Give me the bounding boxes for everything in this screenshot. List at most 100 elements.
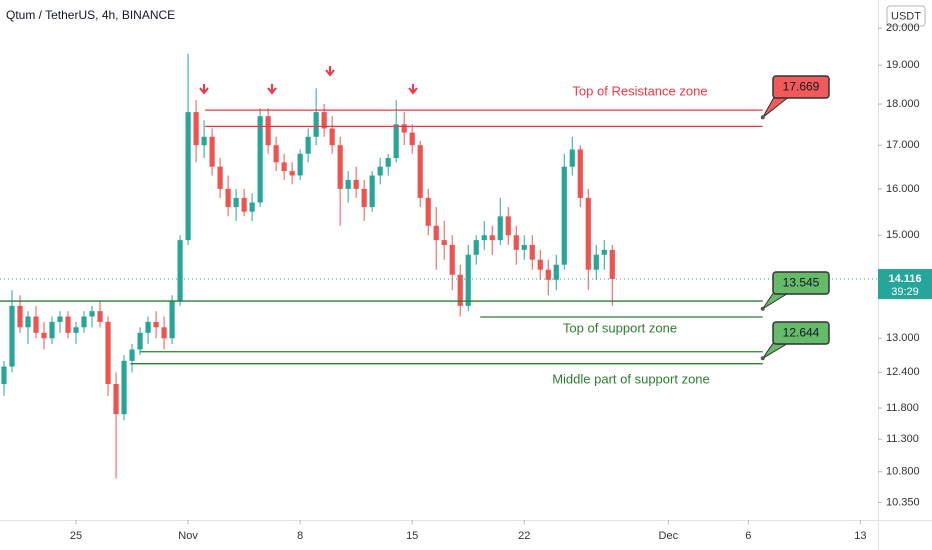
candle-body <box>17 305 23 328</box>
y-tick-label: 20.000 <box>886 22 920 34</box>
arrows <box>199 66 418 95</box>
candle-body <box>457 274 463 306</box>
candle-body <box>505 216 511 236</box>
currency: USDT <box>891 10 921 22</box>
candle-body <box>417 145 423 198</box>
candle-body <box>537 259 543 270</box>
annotation: Top of support zone <box>563 320 677 335</box>
x-tick-label: Dec <box>659 530 679 542</box>
candle-body <box>137 332 143 350</box>
y-tick-label: 13.000 <box>886 332 920 344</box>
candle-body <box>185 112 191 241</box>
y-tick-label: 11.800 <box>886 402 919 414</box>
x-tick-label: 8 <box>297 530 303 542</box>
candle-body <box>473 240 479 255</box>
candle-body <box>89 311 95 317</box>
candle-body <box>153 321 159 328</box>
candle-body <box>113 384 119 415</box>
candle-body <box>377 166 383 176</box>
candle-body <box>105 321 111 385</box>
candle-body <box>265 116 271 146</box>
annotation: Middle part of support zone <box>552 371 710 386</box>
candle-body <box>449 244 455 275</box>
candle-body <box>209 136 215 167</box>
candle-body <box>489 235 495 241</box>
candle-body <box>1 366 7 385</box>
candle-body <box>161 327 167 339</box>
candle-body <box>241 197 247 212</box>
candle-body <box>593 254 599 270</box>
y-tick-label: 16.000 <box>886 183 920 195</box>
candle-body <box>361 188 367 208</box>
candle-body <box>169 300 175 339</box>
x-tick-label: 15 <box>406 530 418 542</box>
candle-body <box>97 311 103 322</box>
candle-body <box>145 321 151 333</box>
annotation: Top of Resistance zone <box>572 83 707 98</box>
callout-box <box>772 321 830 345</box>
candle-body <box>249 202 255 212</box>
candle-body <box>305 136 311 154</box>
candle-body <box>121 360 127 415</box>
y-tick-label: 18.000 <box>886 98 920 110</box>
candle-body <box>289 171 295 176</box>
candle-body <box>353 179 359 189</box>
candle-body <box>321 112 327 129</box>
candle-body <box>273 145 279 163</box>
candle-body <box>441 240 447 245</box>
last-price-label: 14.116 <box>888 273 921 285</box>
candle-body <box>233 197 239 208</box>
candle-body <box>345 179 351 189</box>
candle-body <box>329 128 335 146</box>
y-tick-label: 12.400 <box>886 366 920 378</box>
candle-body <box>409 132 415 146</box>
last-price-box <box>878 269 932 300</box>
candle-body <box>553 264 559 280</box>
candle-body <box>561 166 567 265</box>
callout-dot <box>760 115 765 120</box>
y-tick-label: 17.000 <box>886 139 920 151</box>
candle-body <box>9 305 15 367</box>
y-tick-label: 11.300 <box>886 433 919 445</box>
x-tick-label: 6 <box>745 530 751 542</box>
candle-body <box>481 235 487 241</box>
y-tick-label: 15.000 <box>886 229 920 241</box>
candle-body <box>257 116 263 203</box>
candle-body <box>577 149 583 198</box>
candle-body <box>425 197 431 226</box>
candle-body <box>601 249 607 255</box>
candle-body <box>49 321 55 339</box>
candle-body <box>25 316 31 328</box>
x-tick-label: Nov <box>178 530 198 542</box>
candle-body <box>297 153 303 176</box>
candle-body <box>529 244 535 260</box>
candle-body <box>521 244 527 250</box>
candle-body <box>201 136 207 146</box>
candle-body <box>337 145 343 189</box>
candle-body <box>41 332 47 339</box>
chart-title: Qtum / TetherUS, 4h, BINANCE <box>6 8 175 22</box>
candle-body <box>545 269 551 280</box>
candle-body <box>217 166 223 189</box>
y-tick-label: 10.350 <box>886 496 920 508</box>
candle-body <box>393 124 399 159</box>
candle-body <box>569 149 575 167</box>
x-tick-label: 25 <box>70 530 82 542</box>
candle-body <box>385 158 391 167</box>
callout-label: 13.545 <box>783 276 820 290</box>
candle-body <box>369 175 375 208</box>
candle-body <box>177 240 183 301</box>
candle-body <box>401 124 407 133</box>
y-tick-label: 10.800 <box>886 466 920 478</box>
candle-body <box>73 327 79 333</box>
candle-body <box>129 349 135 361</box>
x-tick-label: 13 <box>854 530 866 542</box>
candle-body <box>65 316 71 333</box>
countdown: 39:29 <box>891 286 919 298</box>
y-tick-label: 19.000 <box>886 59 920 71</box>
candle-body <box>609 249 615 280</box>
candle-body <box>225 188 231 208</box>
candle-body <box>81 316 87 328</box>
candle-body <box>513 235 519 250</box>
